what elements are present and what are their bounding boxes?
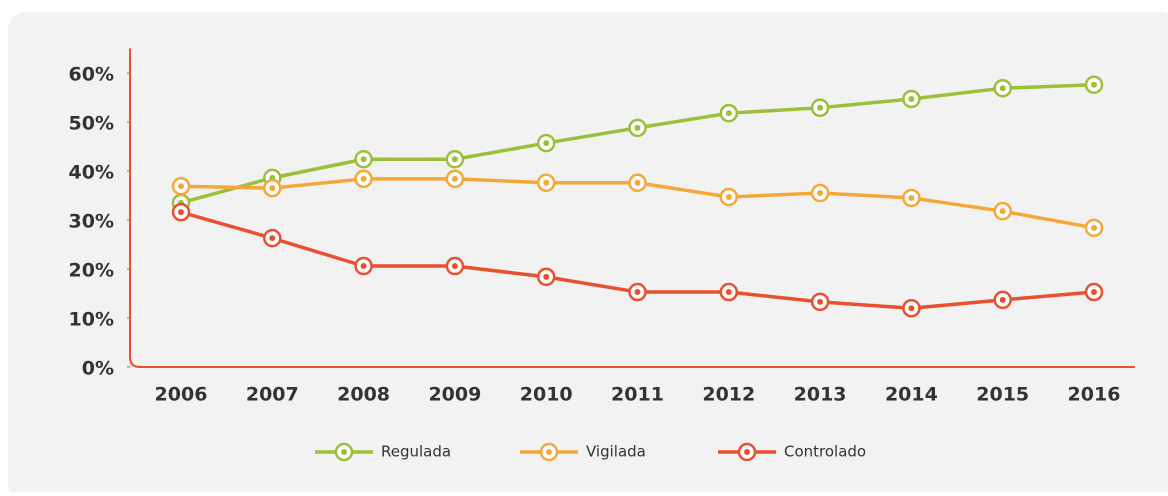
point-dot xyxy=(634,124,641,131)
x-tick-label: 2015 xyxy=(976,384,1029,406)
x-tick-label: 2014 xyxy=(885,384,938,406)
x-tick-label: 2006 xyxy=(155,384,208,406)
x-tick-label: 2010 xyxy=(520,384,573,406)
point-dot xyxy=(178,183,184,190)
point-dot xyxy=(999,296,1006,303)
point-dot xyxy=(634,289,641,296)
point-dot xyxy=(360,156,367,163)
y-tick-label: 30% xyxy=(69,211,114,233)
point-dot xyxy=(817,190,824,197)
y-tick-label: 0% xyxy=(82,358,114,380)
point-dot xyxy=(543,273,550,280)
legend-marker-dot xyxy=(546,449,552,455)
point-dot xyxy=(543,179,550,186)
point-dot xyxy=(908,305,915,312)
point-dot xyxy=(451,156,458,163)
point-dot xyxy=(634,179,641,186)
legend-label: Regulada xyxy=(381,443,451,461)
point-dot xyxy=(817,298,824,305)
y-tick-label: 60% xyxy=(69,64,114,86)
point-dot xyxy=(178,209,184,216)
point-dot xyxy=(817,104,824,111)
point-dot xyxy=(360,175,367,182)
point-dot xyxy=(543,140,550,147)
legend-marker-dot xyxy=(744,449,750,455)
point-dot xyxy=(1091,289,1097,296)
point-dot xyxy=(999,208,1006,215)
point-dot xyxy=(725,193,732,200)
legend-marker-dot xyxy=(341,449,347,455)
y-tick-label: 10% xyxy=(69,309,114,331)
x-tick-label: 2016 xyxy=(1068,384,1121,406)
point-dot xyxy=(451,263,458,270)
y-tick-label: 20% xyxy=(69,260,114,282)
x-tick-label: 2013 xyxy=(794,384,847,406)
legend-label: Vigilada xyxy=(586,443,646,461)
point-dot xyxy=(1091,81,1097,88)
panel xyxy=(8,12,1168,496)
x-tick-label: 2007 xyxy=(246,384,299,406)
x-tick-label: 2009 xyxy=(428,384,481,406)
point-dot xyxy=(1091,224,1097,231)
point-dot xyxy=(725,289,732,296)
point-dot xyxy=(360,263,367,270)
legend-label: Controlado xyxy=(784,443,866,461)
point-dot xyxy=(908,95,915,102)
axis xyxy=(129,48,1135,368)
point-dot xyxy=(908,194,915,201)
y-tick-label: 40% xyxy=(69,162,114,184)
x-tick-label: 2012 xyxy=(702,384,755,406)
point-dot xyxy=(999,85,1006,92)
point-dot xyxy=(269,235,276,242)
point-dot xyxy=(451,175,458,182)
y-tick-label: 50% xyxy=(69,113,114,135)
point-dot xyxy=(269,185,276,192)
point-dot xyxy=(725,110,732,117)
x-tick-label: 2008 xyxy=(337,384,390,406)
x-tick-label: 2011 xyxy=(611,384,664,406)
